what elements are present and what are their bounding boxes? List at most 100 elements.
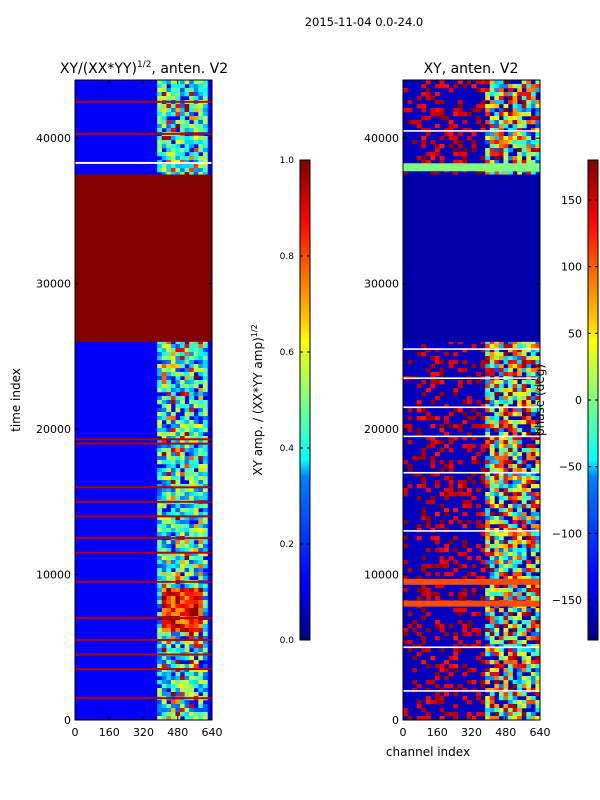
heatmap-cell <box>189 612 195 617</box>
heatmap-cell <box>180 124 185 129</box>
heatmap-cell <box>480 100 486 105</box>
heatmap-cell <box>498 120 504 125</box>
x-tick-label: 320 <box>461 726 482 739</box>
heatmap-cell <box>508 584 513 589</box>
heatmap-cell <box>535 84 540 89</box>
heatmap-cell <box>161 712 167 717</box>
heatmap-cell <box>508 172 513 177</box>
heatmap-cell <box>512 684 518 689</box>
y-tick-label: 30000 <box>364 278 399 291</box>
heatmap-cell <box>498 652 504 657</box>
heatmap-cell <box>530 632 536 637</box>
heatmap-cell <box>425 152 431 157</box>
heatmap-cell <box>157 484 163 489</box>
heatmap-cell <box>189 92 195 97</box>
heatmap-cell <box>494 640 500 645</box>
heatmap-cell <box>403 560 408 565</box>
heatmap-cell <box>184 148 190 153</box>
heatmap-cell <box>498 496 504 501</box>
heatmap-cell <box>198 612 204 617</box>
heatmap-cell <box>535 104 540 109</box>
heatmap-cell <box>202 392 208 397</box>
heatmap-cell <box>430 500 436 505</box>
heatmap-cell <box>198 164 204 169</box>
heatmap-cell <box>189 432 195 437</box>
heatmap-cell <box>485 356 491 361</box>
heatmap-cell <box>494 520 500 525</box>
heatmap-cell <box>180 528 185 533</box>
heatmap-cell <box>526 348 532 353</box>
heatmap-cell <box>161 708 167 713</box>
heatmap-cell <box>407 648 413 653</box>
heatmap-cell <box>521 576 527 581</box>
heatmap-cell <box>503 144 509 149</box>
heatmap-cell <box>198 348 204 353</box>
heatmap-cell <box>403 460 408 465</box>
heatmap-cell <box>161 144 167 149</box>
heatmap-cell <box>494 412 500 417</box>
heatmap-cell <box>170 640 176 645</box>
heatmap-cell <box>448 464 454 469</box>
heatmap-cell <box>457 564 463 569</box>
heatmap-cell <box>193 172 199 177</box>
heatmap-cell <box>189 672 195 677</box>
heatmap-cell <box>170 348 176 353</box>
heatmap-cell <box>512 680 518 685</box>
heatmap-cell <box>166 620 172 625</box>
heatmap-cell <box>170 352 176 357</box>
heatmap-cell <box>198 604 204 609</box>
heatmap-cell <box>170 588 176 593</box>
heatmap-cell <box>466 548 472 553</box>
heatmap-cell <box>170 452 176 457</box>
heatmap-cell <box>494 648 500 653</box>
heatmap-cell <box>517 508 523 513</box>
heatmap-cell <box>189 164 195 169</box>
heatmap-cell <box>471 612 477 617</box>
heatmap-cell <box>444 684 449 689</box>
heatmap-cell <box>175 640 181 645</box>
heatmap-cell <box>170 680 176 685</box>
heatmap-cell <box>517 112 523 117</box>
heatmap-cell <box>480 684 486 689</box>
gap-row <box>403 530 540 532</box>
heatmap-cell <box>202 560 208 565</box>
heatmap-cell <box>202 448 208 453</box>
heatmap-cell <box>494 540 500 545</box>
heatmap-cell <box>157 592 163 597</box>
heatmap-cell <box>466 444 472 449</box>
heatmap-cell <box>439 524 445 529</box>
heatmap-cell <box>166 476 172 481</box>
heatmap-cell <box>439 560 445 565</box>
heatmap-cell <box>485 108 491 113</box>
heatmap-cell <box>189 344 195 349</box>
heatmap-cell <box>193 712 199 717</box>
heatmap-cell <box>517 556 523 561</box>
heatmap-cell <box>471 364 477 369</box>
heatmap-cell <box>462 360 468 365</box>
heatmap-cell <box>170 88 176 93</box>
heatmap-cell <box>202 136 208 141</box>
heatmap-cell <box>166 564 172 569</box>
heatmap-cell <box>508 440 513 445</box>
heatmap-cell <box>193 612 199 617</box>
heatmap-cell <box>193 156 199 161</box>
heatmap-cell <box>526 544 532 549</box>
heatmap-cell <box>457 368 463 373</box>
heatmap-cell <box>476 380 481 385</box>
heatmap-cell <box>535 476 540 481</box>
heatmap-cell <box>434 452 440 457</box>
heatmap-cell <box>425 116 431 121</box>
heatmap-cell <box>526 364 532 369</box>
heatmap-cell <box>198 408 204 413</box>
heatmap-cell <box>193 708 199 713</box>
heatmap-cell <box>166 452 172 457</box>
heatmap-cell <box>494 464 500 469</box>
heatmap-cell <box>485 372 491 377</box>
heatmap-cell <box>521 644 527 649</box>
heatmap-cell <box>434 380 440 385</box>
heatmap-cell <box>180 396 185 401</box>
heatmap-cell <box>157 596 163 601</box>
heatmap-cell <box>503 412 509 417</box>
heatmap-cell <box>521 160 527 165</box>
heatmap-cell <box>170 596 176 601</box>
